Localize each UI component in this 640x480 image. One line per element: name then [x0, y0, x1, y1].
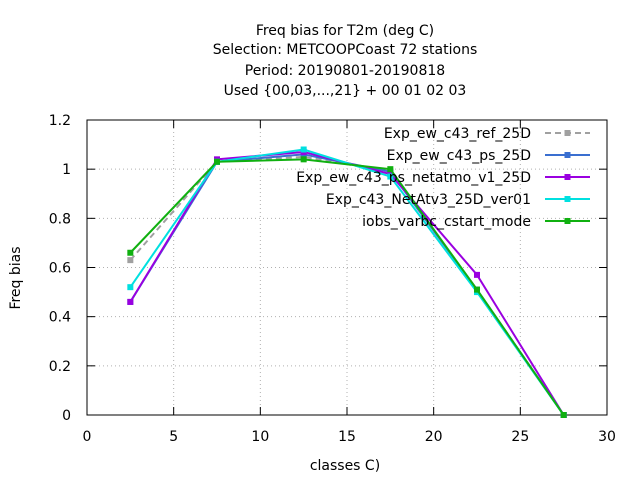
data-point [127, 249, 134, 256]
legend-label: Exp_ew_c43_ps_25D [387, 148, 531, 164]
title-line-1: Freq bias for T2m (deg C) [256, 23, 434, 39]
legend-label: Exp_c43_NetAtv3_25D_ver01 [326, 192, 531, 208]
x-tick-label: 15 [338, 429, 356, 445]
data-point [127, 284, 134, 291]
x-tick-label: 30 [598, 429, 616, 445]
legend-entry-1: Exp_ew_c43_ref_25D [384, 126, 590, 142]
axes [86, 119, 608, 416]
y-tick-label: 1.2 [49, 113, 71, 129]
y-tick-label: 0.4 [49, 310, 71, 326]
y-tick-label: 0.6 [49, 261, 71, 277]
grid-lines [87, 120, 607, 415]
legend-marker [564, 152, 571, 158]
legend-entry-4: Exp_c43_NetAtv3_25D_ver01 [326, 192, 590, 208]
series-line [129, 148, 565, 416]
y-tick-label: 0.8 [49, 211, 71, 227]
y-tick-label: 0 [62, 408, 71, 424]
legend-label: Exp_ew_c43_ps_netatmo_v1_25D [296, 170, 531, 186]
title-line-4: Used {00,03,...,21} + 00 01 02 03 [224, 83, 467, 99]
x-tick-label: 0 [83, 429, 92, 445]
title-line-2: Selection: METCOOPCoast 72 stations [213, 42, 478, 58]
legend-label: iobs_varbc_cstart_mode [362, 214, 531, 230]
chart-title: Freq bias for T2m (deg C) Selection: MET… [213, 23, 478, 99]
legend-entry-5: iobs_varbc_cstart_mode [362, 214, 590, 230]
data-point [214, 158, 220, 165]
y-tick-label: 1 [62, 162, 71, 178]
data-point [387, 166, 394, 173]
legend-marker [564, 218, 571, 224]
x-axis-label: classes C) [310, 458, 380, 474]
legend-marker [564, 130, 571, 136]
title-line-3: Period: 20190801-20190818 [245, 63, 445, 79]
data-point [127, 257, 134, 264]
legend-marker [564, 196, 571, 202]
legend-entry-3: Exp_ew_c43_ps_netatmo_v1_25D [296, 170, 590, 186]
series-line [129, 158, 565, 416]
x-tick-label: 25 [511, 429, 529, 445]
data-point [387, 173, 394, 180]
data-point [560, 412, 567, 418]
y-tick-label: 0.2 [49, 359, 71, 375]
data-point [300, 146, 307, 153]
data-point [300, 156, 307, 163]
data-point [474, 271, 480, 278]
x-tick-label: 5 [169, 429, 178, 445]
x-tick-label: 20 [425, 429, 443, 445]
data-series [127, 146, 567, 418]
legend-marker [564, 174, 571, 180]
tick-labels: 0 0.2 0.4 0.6 0.8 1 1.2 0 5 10 15 20 25 30 [49, 113, 616, 445]
x-tick-label: 10 [251, 429, 269, 445]
legend: Exp_ew_c43_ref_25D Exp_ew_c43_ps_25D Exp_e… [296, 126, 590, 230]
legend-label: Exp_ew_c43_ref_25D [384, 126, 531, 142]
data-point [127, 298, 134, 305]
data-point [474, 286, 480, 293]
legend-entry-2: Exp_ew_c43_ps_25D [387, 148, 590, 164]
y-axis-label: Freq bias [8, 246, 24, 309]
series-5 [127, 156, 567, 418]
